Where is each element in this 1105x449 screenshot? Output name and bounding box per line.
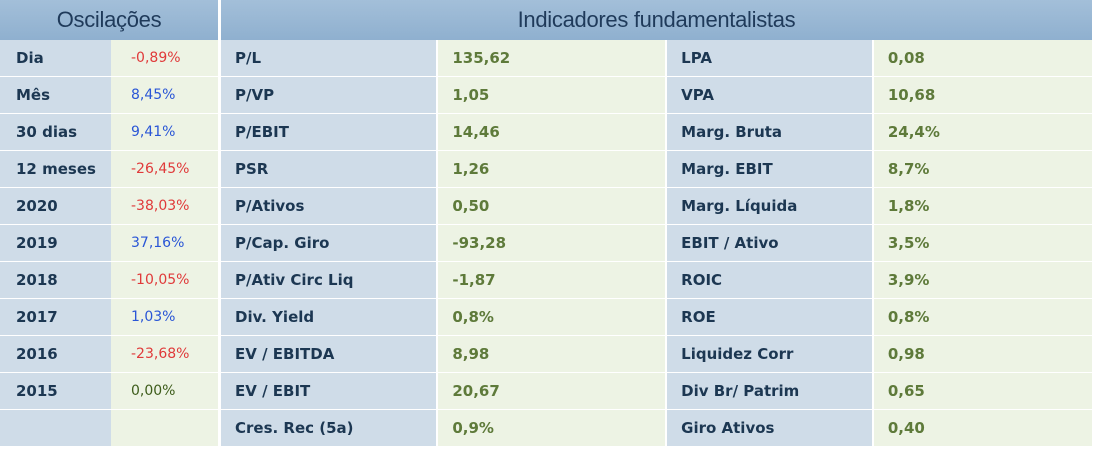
indicador-value: 8,98 xyxy=(436,335,667,373)
oscilacoes-header: Oscilações xyxy=(0,0,218,40)
oscilacao-value: 8,45% xyxy=(111,76,218,114)
indicador-value: 0,98 xyxy=(871,335,1092,373)
indicador-row: P/L 135,62 LPA 0,08 xyxy=(221,40,1092,77)
indicador-label: Cres. Rec (5a) xyxy=(221,409,438,447)
indicador-row: P/VP 1,05 VPA 10,68 xyxy=(221,76,1092,114)
indicador-value: 135,62 xyxy=(436,40,667,77)
oscilacao-row: 12 meses -26,45% xyxy=(0,150,218,188)
indicador-value: 0,8% xyxy=(871,298,1092,336)
indicadores-panel: Indicadores fundamentalistas P/L 135,62 LP… xyxy=(221,0,1092,447)
indicador-label: P/Cap. Giro xyxy=(221,224,438,262)
oscilacao-value: -0,89% xyxy=(111,40,218,77)
oscilacao-period-label: 2020 xyxy=(0,187,111,225)
indicadores-table: P/L 135,62 LPA 0,08 P/VP 1,05 VPA 10,68 P/EBIT 14… xyxy=(221,40,1092,447)
indicador-value: 0,65 xyxy=(871,372,1092,410)
oscilacao-value xyxy=(111,409,218,447)
oscilacao-period-label: 2015 xyxy=(0,372,111,410)
indicadores-header: Indicadores fundamentalistas xyxy=(221,0,1092,40)
indicador-row: P/Ativ Circ Liq -1,87 ROIC 3,9% xyxy=(221,261,1092,299)
oscilacao-value: 0,00% xyxy=(111,372,218,410)
indicador-label: VPA xyxy=(665,76,873,114)
indicador-row: PSR 1,26 Marg. EBIT 8,7% xyxy=(221,150,1092,188)
indicador-value: 0,08 xyxy=(871,40,1092,77)
indicador-label: Liquidez Corr xyxy=(665,335,873,373)
indicador-value: 3,5% xyxy=(871,224,1092,262)
oscilacao-row: 2020 -38,03% xyxy=(0,187,218,225)
indicador-value: 3,9% xyxy=(871,261,1092,299)
indicador-row: P/Cap. Giro -93,28 EBIT / Ativo 3,5% xyxy=(221,224,1092,262)
indicador-label: ROIC xyxy=(665,261,873,299)
indicador-value: 20,67 xyxy=(436,372,667,410)
oscilacao-value: 37,16% xyxy=(111,224,218,262)
oscilacao-period-label xyxy=(0,409,111,447)
oscilacao-value: 1,03% xyxy=(111,298,218,336)
indicador-label: Marg. EBIT xyxy=(665,150,873,188)
indicador-label: P/VP xyxy=(221,76,438,114)
indicador-label: P/Ativos xyxy=(221,187,438,225)
oscilacoes-table: Dia -0,89% Mês 8,45% 30 dias 9,41% 12 meses -26… xyxy=(0,40,218,447)
indicador-row: P/EBIT 14,46 Marg. Bruta 24,4% xyxy=(221,113,1092,151)
indicador-label: EV / EBIT xyxy=(221,372,438,410)
oscilacao-value: -10,05% xyxy=(111,261,218,299)
indicador-value: 14,46 xyxy=(436,113,667,151)
oscilacoes-panel: Oscilações Dia -0,89% Mês 8,45% 30 dias 9,41%… xyxy=(0,0,218,447)
oscilacao-period-label: 12 meses xyxy=(0,150,111,188)
oscilacao-value: 9,41% xyxy=(111,113,218,151)
indicador-label: EBIT / Ativo xyxy=(665,224,873,262)
indicador-label: P/EBIT xyxy=(221,113,438,151)
indicador-value: 10,68 xyxy=(871,76,1092,114)
indicador-row: Cres. Rec (5a) 0,9% Giro Ativos 0,40 xyxy=(221,409,1092,447)
indicador-row: Div. Yield 0,8% ROE 0,8% xyxy=(221,298,1092,336)
indicador-value: 0,8% xyxy=(436,298,667,336)
indicador-value: 1,05 xyxy=(436,76,667,114)
indicador-row: EV / EBITDA 8,98 Liquidez Corr 0,98 xyxy=(221,335,1092,373)
indicador-value: 0,40 xyxy=(871,409,1092,447)
oscilacao-row: 30 dias 9,41% xyxy=(0,113,218,151)
oscilacao-period-label: 2018 xyxy=(0,261,111,299)
oscilacao-period-label: 2019 xyxy=(0,224,111,262)
indicador-label: Div Br/ Patrim xyxy=(665,372,873,410)
indicador-label: Giro Ativos xyxy=(665,409,873,447)
indicador-label: Marg. Líquida xyxy=(665,187,873,225)
indicador-label: LPA xyxy=(665,40,873,77)
oscilacao-row: Mês 8,45% xyxy=(0,76,218,114)
indicador-value: 0,50 xyxy=(436,187,667,225)
indicador-label: EV / EBITDA xyxy=(221,335,438,373)
indicador-label: P/L xyxy=(221,40,438,77)
indicador-row: EV / EBIT 20,67 Div Br/ Patrim 0,65 xyxy=(221,372,1092,410)
indicador-row: P/Ativos 0,50 Marg. Líquida 1,8% xyxy=(221,187,1092,225)
oscilacao-period-label: 30 dias xyxy=(0,113,111,151)
oscilacao-row: 2018 -10,05% xyxy=(0,261,218,299)
indicador-value: 0,9% xyxy=(436,409,667,447)
oscilacao-row: 2016 -23,68% xyxy=(0,335,218,373)
indicador-value: 8,7% xyxy=(871,150,1092,188)
indicador-label: Div. Yield xyxy=(221,298,438,336)
indicador-value: -1,87 xyxy=(436,261,667,299)
indicador-label: PSR xyxy=(221,150,438,188)
oscilacao-row xyxy=(0,409,218,447)
oscilacao-value: -23,68% xyxy=(111,335,218,373)
oscilacao-row: Dia -0,89% xyxy=(0,40,218,77)
indicador-label: ROE xyxy=(665,298,873,336)
oscilacao-value: -26,45% xyxy=(111,150,218,188)
indicador-value: 1,26 xyxy=(436,150,667,188)
oscilacao-row: 2017 1,03% xyxy=(0,298,218,336)
oscilacao-period-label: 2016 xyxy=(0,335,111,373)
indicador-value: -93,28 xyxy=(436,224,667,262)
oscilacao-period-label: 2017 xyxy=(0,298,111,336)
indicador-value: 1,8% xyxy=(871,187,1092,225)
indicador-label: Marg. Bruta xyxy=(665,113,873,151)
oscilacao-value: -38,03% xyxy=(111,187,218,225)
oscilacao-row: 2015 0,00% xyxy=(0,372,218,410)
indicador-label: P/Ativ Circ Liq xyxy=(221,261,438,299)
oscilacao-period-label: Mês xyxy=(0,76,111,114)
oscilacao-period-label: Dia xyxy=(0,40,111,77)
oscilacao-row: 2019 37,16% xyxy=(0,224,218,262)
indicador-value: 24,4% xyxy=(871,113,1092,151)
